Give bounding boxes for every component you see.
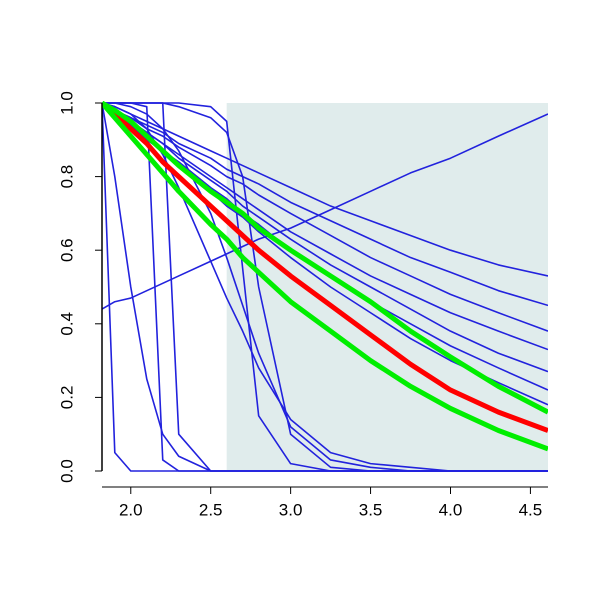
y-tick-label: 0.4 bbox=[57, 312, 76, 336]
data-line bbox=[102, 101, 548, 415]
x-tick-label: 4.5 bbox=[519, 500, 543, 519]
y-tick-label: 1.0 bbox=[57, 91, 76, 115]
x-tick-label: 3.0 bbox=[279, 500, 303, 519]
x-tick-label: 2.5 bbox=[199, 500, 223, 519]
axes: 0.0 0.2 0.4 0.6 0.8 1.0 2.0 2.5 3.0 3.5 4.0 4.5 bbox=[57, 91, 548, 519]
data-line bbox=[102, 102, 548, 406]
data-line bbox=[102, 102, 548, 472]
y-tick-label: 0.0 bbox=[57, 459, 76, 483]
x-tick-label: 3.5 bbox=[359, 500, 383, 519]
data-line bbox=[102, 101, 548, 433]
y-tick-label: 0.2 bbox=[57, 386, 76, 410]
data-line bbox=[102, 102, 548, 332]
data-line bbox=[102, 102, 548, 277]
x-tick-label: 2.0 bbox=[119, 500, 143, 519]
y-tick-label: 0.6 bbox=[57, 238, 76, 262]
data-line bbox=[102, 102, 548, 472]
plot-area bbox=[102, 101, 548, 472]
x-tick-label: 4.0 bbox=[439, 500, 463, 519]
y-tick-label: 0.8 bbox=[57, 165, 76, 189]
data-line bbox=[102, 101, 548, 452]
data-line bbox=[102, 113, 548, 310]
